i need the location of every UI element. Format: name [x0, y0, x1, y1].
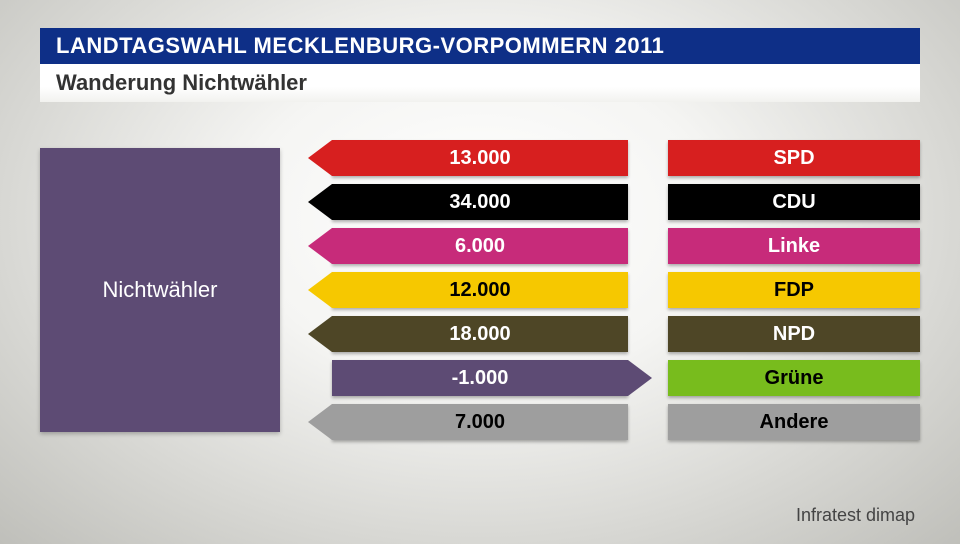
flow-rows: 13.000 SPD 34.000 CDU 6.000 Linke 12.000 FDP 18.…: [308, 140, 920, 448]
arrow-left-icon: [308, 272, 332, 308]
party-label: NPD: [773, 323, 815, 346]
party-bar: NPD: [668, 316, 920, 352]
value-label: 18.000: [449, 323, 510, 346]
party-bar: Grüne: [668, 360, 920, 396]
arrow-left-icon: [308, 184, 332, 220]
value-bar: 18.000: [332, 316, 628, 352]
flow-row: 12.000 FDP: [308, 272, 920, 308]
value-bar: -1.000: [332, 360, 628, 396]
party-bar: SPD: [668, 140, 920, 176]
party-bar: FDP: [668, 272, 920, 308]
party-label: Andere: [760, 411, 829, 434]
flow-row: 13.000 SPD: [308, 140, 920, 176]
value-bar: 12.000: [332, 272, 628, 308]
party-bar: Andere: [668, 404, 920, 440]
value-bar: 13.000: [332, 140, 628, 176]
flow-row: 7.000 Andere: [308, 404, 920, 440]
source-block: Nichtwähler: [40, 148, 280, 432]
party-label: Grüne: [765, 367, 824, 390]
value-bar: 6.000: [332, 228, 628, 264]
value-bar: 34.000: [332, 184, 628, 220]
subtitle-bar: Wanderung Nichtwähler: [40, 64, 920, 102]
source-attribution: Infratest dimap: [796, 505, 915, 526]
value-label: 7.000: [455, 411, 505, 434]
value-label: 13.000: [449, 147, 510, 170]
arrow-right-icon: [628, 360, 652, 396]
flow-row: -1.000 Grüne: [308, 360, 920, 396]
footer-text: Infratest dimap: [796, 505, 915, 525]
header-bar: LANDTAGSWAHL MECKLENBURG-VORPOMMERN 2011: [40, 28, 920, 64]
source-label: Nichtwähler: [103, 277, 218, 303]
party-label: CDU: [772, 191, 815, 214]
arrow-left-icon: [308, 228, 332, 264]
value-label: 34.000: [449, 191, 510, 214]
party-label: SPD: [773, 147, 814, 170]
header-title: LANDTAGSWAHL MECKLENBURG-VORPOMMERN 2011: [56, 33, 664, 59]
subtitle-text: Wanderung Nichtwähler: [56, 70, 307, 96]
party-label: Linke: [768, 235, 820, 258]
value-bar: 7.000: [332, 404, 628, 440]
party-bar: CDU: [668, 184, 920, 220]
arrow-left-icon: [308, 140, 332, 176]
flow-row: 18.000 NPD: [308, 316, 920, 352]
party-label: FDP: [774, 279, 814, 302]
chart-area: Nichtwähler 13.000 SPD 34.000 CDU 6.000 Linke…: [40, 140, 920, 460]
arrow-left-icon: [308, 404, 332, 440]
flow-row: 34.000 CDU: [308, 184, 920, 220]
party-bar: Linke: [668, 228, 920, 264]
arrow-left-icon: [308, 316, 332, 352]
flow-row: 6.000 Linke: [308, 228, 920, 264]
value-label: -1.000: [452, 367, 509, 390]
value-label: 12.000: [449, 279, 510, 302]
value-label: 6.000: [455, 235, 505, 258]
